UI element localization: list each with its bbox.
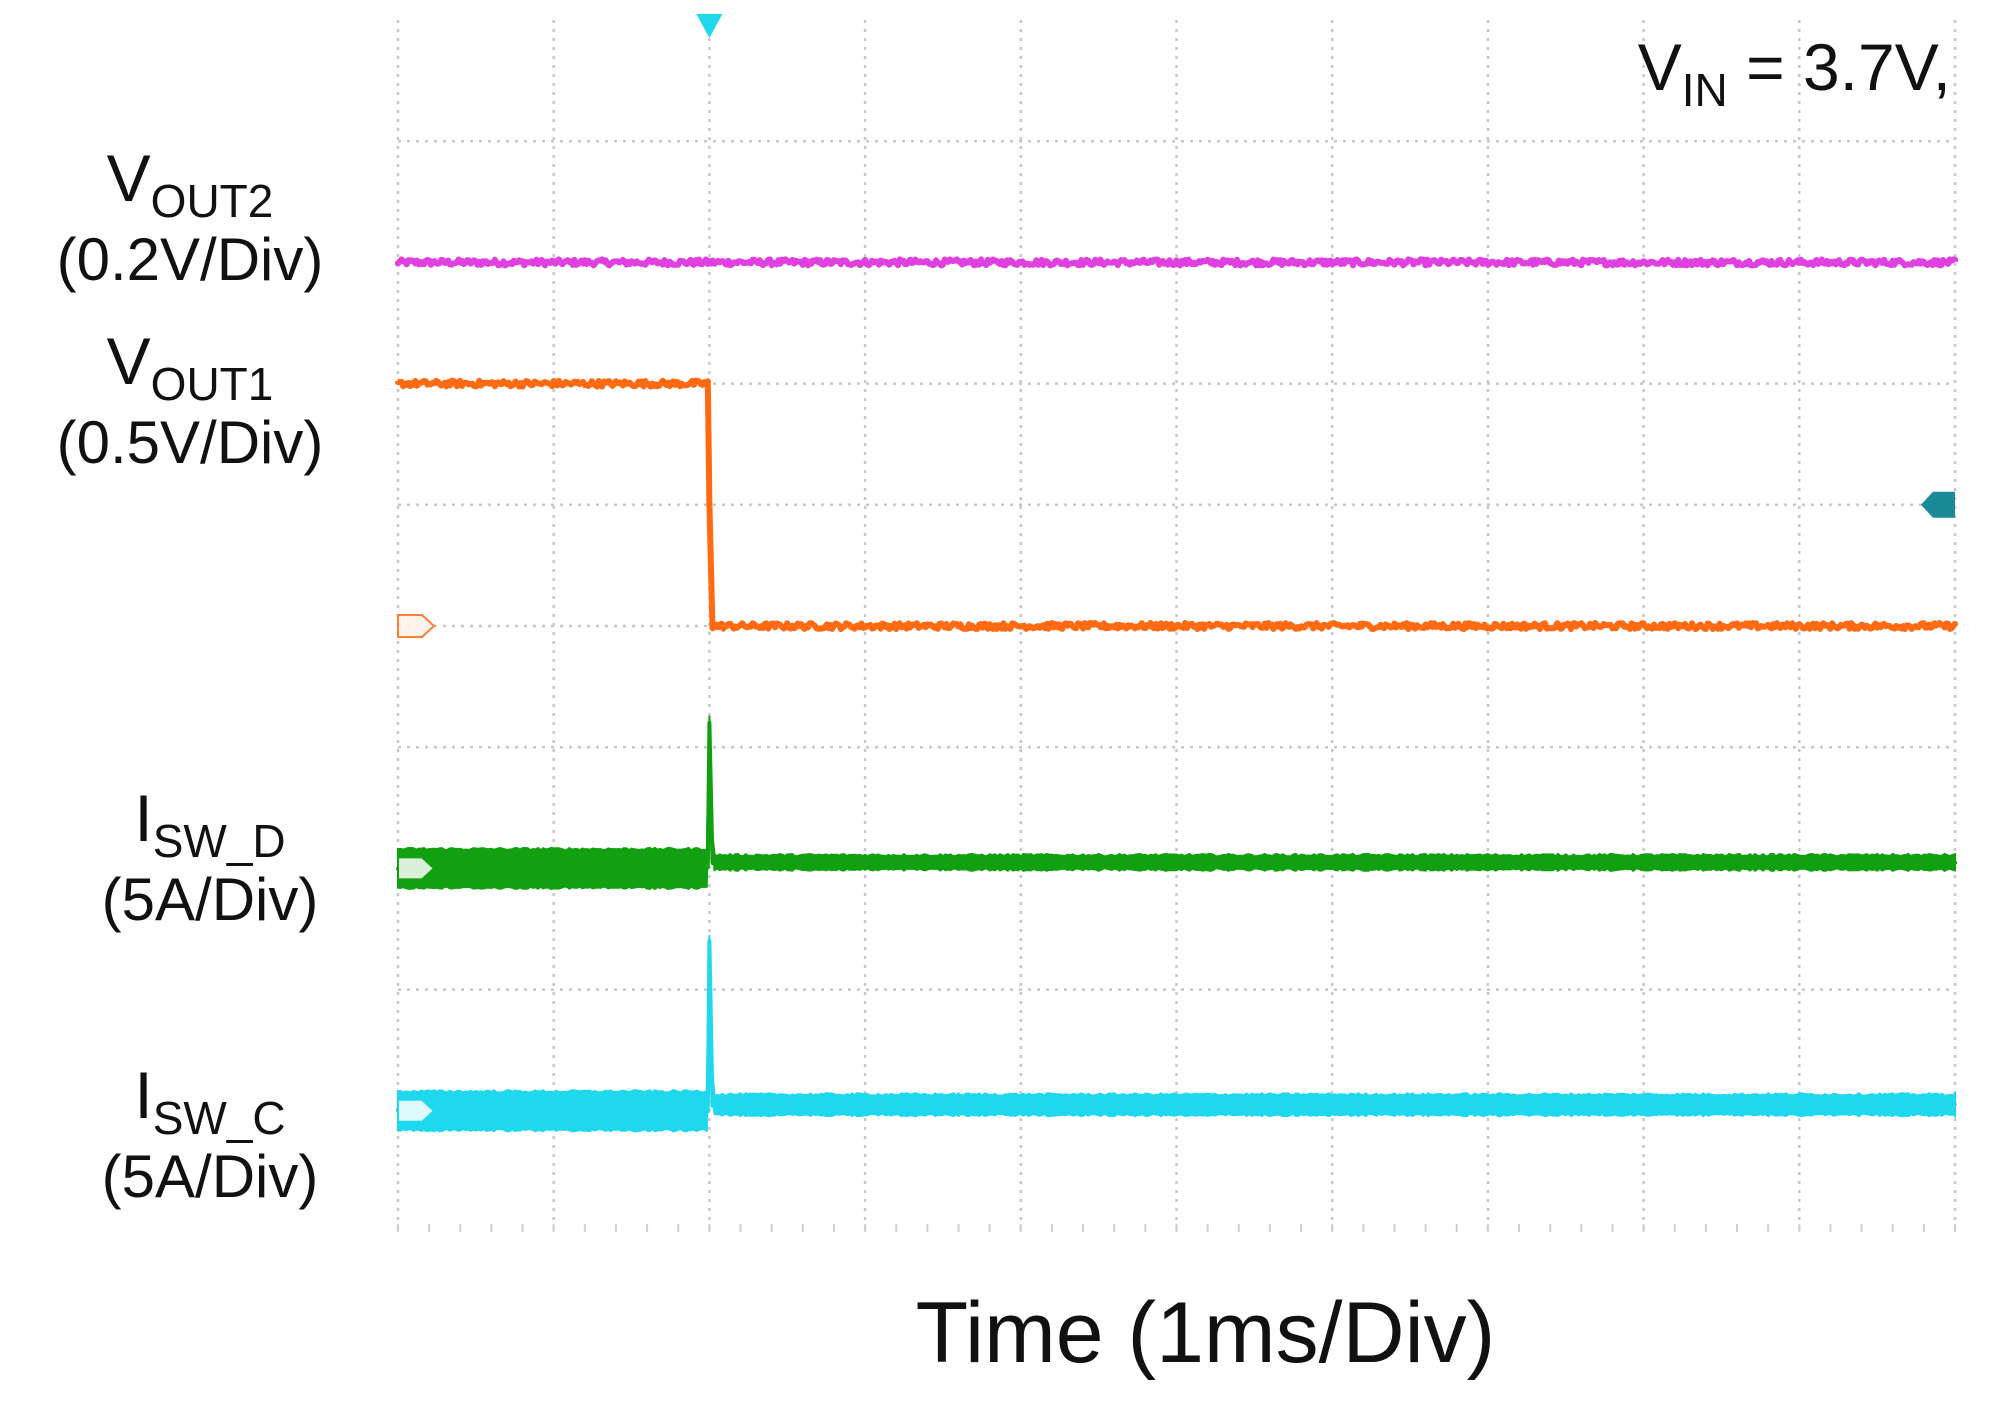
isw-d-label: ISW_D (5A/Div) <box>101 781 319 934</box>
trace-vout1 <box>395 377 1958 632</box>
vout2-label: VOUT2 (0.2V/Div) <box>56 141 324 294</box>
trace-isw_d-band <box>397 715 1956 891</box>
trigger-position-marker <box>696 14 723 38</box>
channel-isw_c-ref-marker <box>397 1098 436 1123</box>
channel-vout1-ref-marker <box>397 614 436 638</box>
x-axis-label: Time (1ms/Div) <box>915 1285 1496 1381</box>
trace-isw_d <box>396 720 1957 872</box>
vin-condition-label: VIN = 3.7V, <box>1637 30 1951 117</box>
trace-isw_c <box>396 939 1957 1114</box>
markers <box>397 14 1955 1123</box>
traces <box>395 256 1958 1133</box>
vout1-label: VOUT1 (0.5V/Div) <box>56 324 324 477</box>
isw-c-label: ISW_C (5A/Div) <box>101 1058 319 1211</box>
trace-vout2 <box>395 256 1958 269</box>
channel-isw_d-ref-marker <box>397 856 436 881</box>
trigger-level-marker <box>1921 491 1955 518</box>
